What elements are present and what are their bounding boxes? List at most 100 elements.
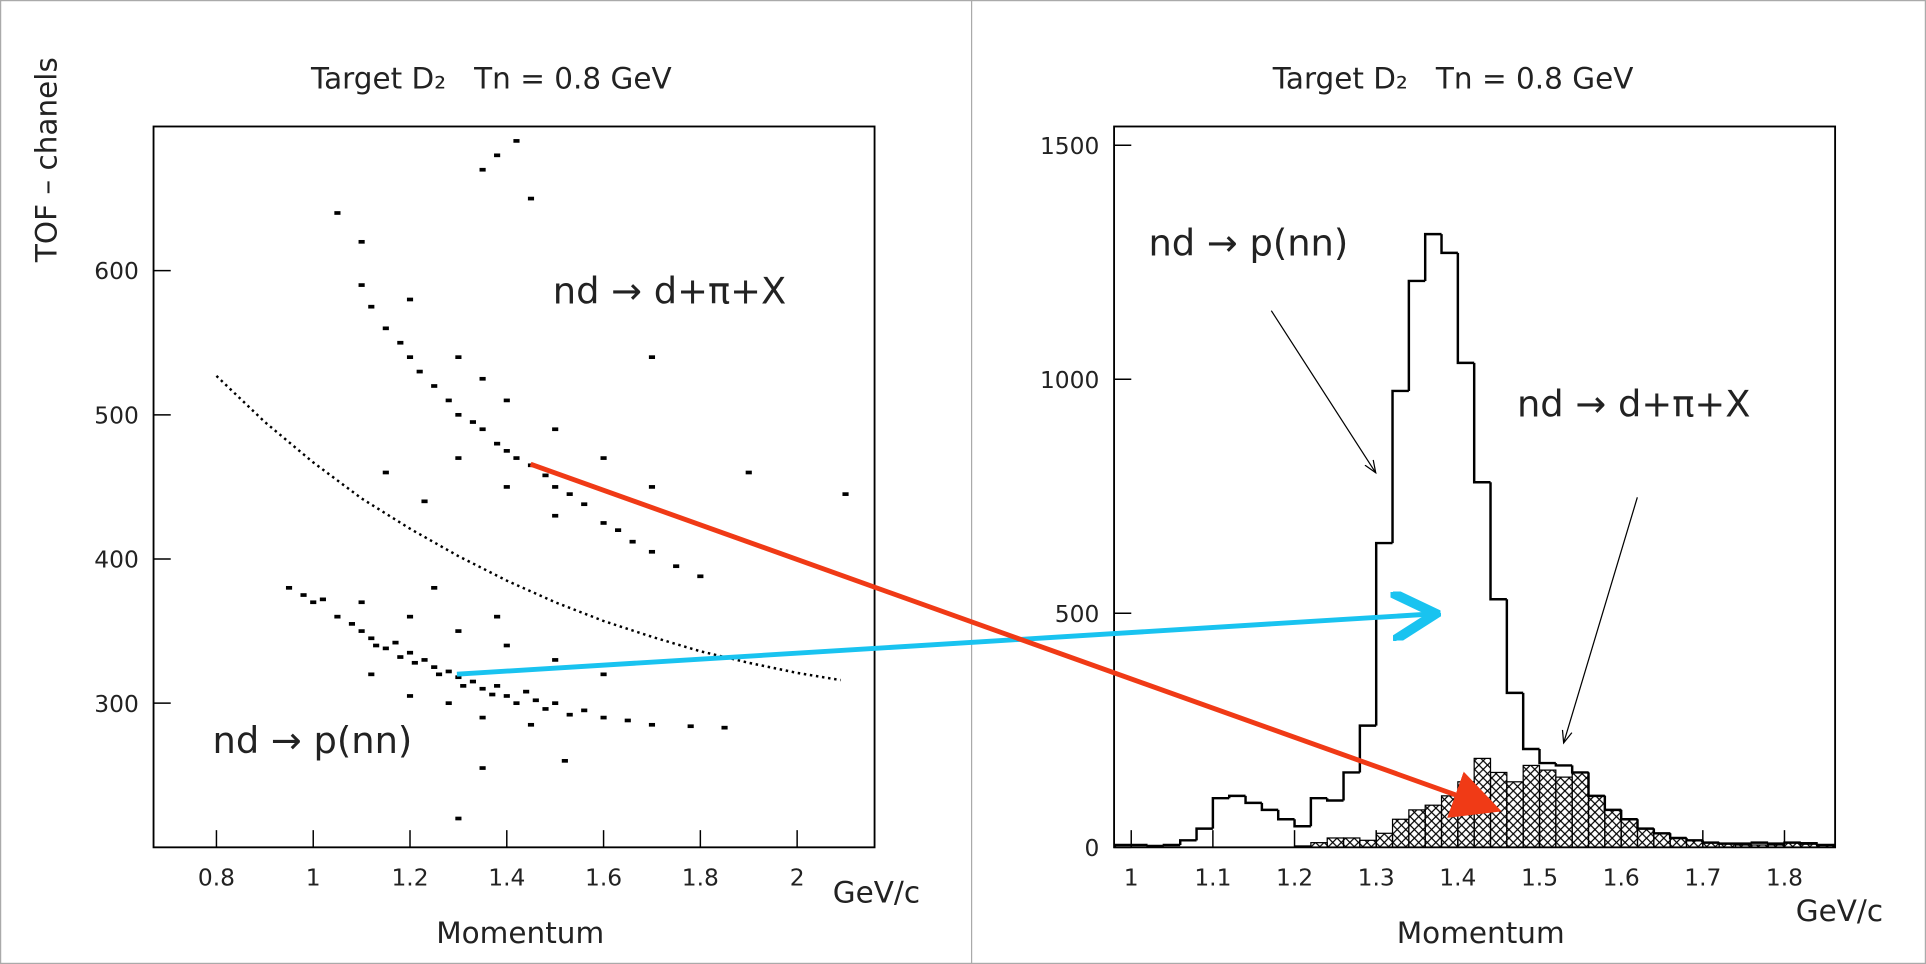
hatched-bin [1457, 781, 1475, 848]
hatched-bin [1342, 837, 1361, 848]
scatter-point [648, 485, 656, 489]
scatter-point [334, 614, 341, 619]
scatter-point [455, 412, 462, 417]
annotation: nd → p(nn) [212, 719, 412, 762]
hatched-bin [1685, 839, 1704, 848]
hatched-bin [1391, 818, 1410, 848]
y-tick-label: 0 [1084, 834, 1099, 862]
scatter-point [431, 384, 438, 388]
scatter-point [479, 715, 486, 720]
plot-frame [152, 125, 876, 849]
scatter-point [455, 629, 462, 633]
scatter-point [527, 196, 535, 201]
hatched-bin [1587, 795, 1606, 848]
hatched-bin [1408, 809, 1426, 848]
scatter-point [600, 672, 607, 677]
scatter-point [513, 139, 520, 143]
annotation: nd → d+π+X [553, 269, 787, 312]
x-tick-label: 1.5 [1521, 863, 1558, 891]
scatter-point [503, 694, 510, 698]
y-tick-label: 400 [94, 546, 139, 574]
scatter-point [600, 715, 607, 720]
histogram-step [1489, 482, 1507, 601]
plots: Target D₂ Tn = 0.8 GeV Momentum GeV/c TOF –… [29, 57, 1883, 950]
hatched-bin [1506, 781, 1524, 848]
scatter-point [358, 629, 365, 633]
annotation: nd → p(nn) [1148, 221, 1348, 264]
histogram-step [1554, 763, 1573, 767]
scatter-point [455, 816, 462, 821]
histogram-step [1162, 843, 1181, 847]
scatter-point [566, 712, 573, 717]
scatter-point [455, 355, 462, 360]
scatter-point [479, 766, 486, 770]
scatter-point [503, 485, 510, 489]
hatched-bin [1620, 818, 1639, 848]
hatched-bin [1653, 832, 1671, 848]
scatter-point [600, 521, 607, 525]
scatter-point [479, 427, 486, 432]
scatter-point [406, 694, 414, 698]
scatter-point [368, 672, 375, 677]
histogram-step [1146, 844, 1164, 848]
scatter-point [445, 669, 452, 674]
hatched-bin [1424, 804, 1443, 848]
histogram-step [1276, 809, 1295, 821]
scatter-point [469, 420, 476, 424]
scatter-point [479, 376, 486, 381]
x-tick-label: 1.8 [1766, 863, 1803, 891]
histogram-step [1668, 833, 1687, 840]
scatter-point [615, 528, 622, 533]
scatter-point [406, 614, 414, 619]
histogram-step [1652, 828, 1671, 835]
annotation-arrow [1564, 497, 1638, 743]
x-tick-label: 1 [1124, 863, 1139, 891]
cyan-arrow [456, 614, 1431, 677]
histogram-step [1636, 819, 1654, 830]
hatched-bin [1734, 844, 1753, 848]
x-tick-label: 2 [790, 863, 805, 891]
y-tick-label: 300 [94, 690, 139, 718]
histogram-step [1472, 362, 1491, 484]
x-tick-label: 1.2 [391, 863, 428, 891]
scatter-point [382, 646, 389, 651]
scatter-point [566, 492, 573, 496]
scatter-point [494, 153, 501, 158]
histogram-step [1113, 843, 1132, 848]
scatter-point [435, 672, 443, 677]
scatter-point [406, 650, 414, 655]
histogram-step [1391, 389, 1409, 544]
y-tick-label: 500 [1055, 600, 1100, 628]
x-tick-label: 1.8 [682, 863, 719, 891]
scatter-point [392, 640, 399, 645]
scatter-point [348, 622, 356, 626]
scatter-point [523, 689, 530, 694]
histogram-step [1374, 541, 1393, 726]
hatched-bin [1571, 771, 1590, 848]
x-tick-label: 1.4 [1439, 863, 1476, 891]
y-tick-label: 1000 [1040, 366, 1099, 394]
x-tick-label: 1.7 [1684, 863, 1721, 891]
hatched-bin [1489, 771, 1508, 848]
chart-title: Target D₂ Tn = 0.8 GeV [1272, 61, 1634, 95]
scatter-point [494, 441, 501, 446]
hatched-bin [1702, 842, 1720, 848]
scatter-point [552, 658, 559, 662]
hatched-bin [1293, 845, 1312, 848]
x-tick-label: 1.4 [488, 863, 525, 891]
scatter-point [503, 449, 510, 453]
scatter-point [552, 427, 559, 432]
y-tick-label: 600 [94, 257, 139, 285]
hatched-bin [1440, 795, 1459, 848]
scatter-point [285, 585, 293, 590]
scatter-point [368, 304, 375, 309]
histogram-step [1603, 795, 1622, 812]
hatched-bin [1718, 842, 1737, 848]
scatter-point [358, 600, 365, 605]
hatched-bin [1359, 839, 1377, 848]
scatter-point [445, 398, 452, 403]
histogram-step [1587, 772, 1605, 798]
scatter-point [421, 658, 428, 662]
scatter-point [469, 679, 476, 684]
